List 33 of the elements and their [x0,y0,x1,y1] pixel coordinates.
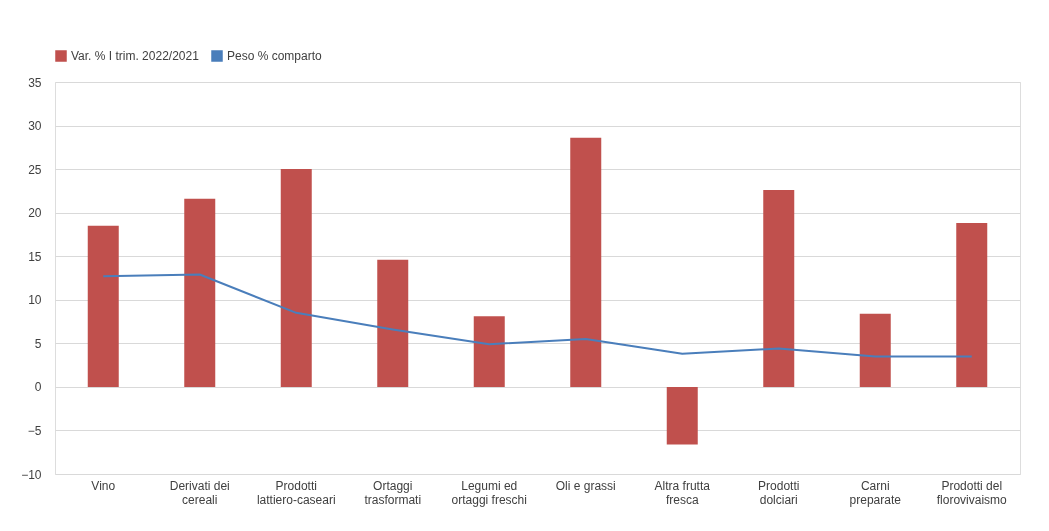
legend-label: Peso % comparto [227,49,323,63]
bar [377,259,409,387]
y-tick-label: 20 [28,206,42,221]
bar [859,313,891,387]
line-series [102,273,973,358]
bar [763,190,795,387]
x-tick-label: Carni preparate [849,478,902,507]
y-tick-label: 25 [28,162,42,177]
bar [280,169,312,387]
bar [570,137,602,387]
x-tick-label: Prodotti del florovivaismo [936,478,1008,507]
x-tick-label: Ortaggi trasformati [364,478,422,507]
bar [473,316,505,387]
x-tick-label: Prodotti dolciari [758,478,800,507]
legend-label: Var. % I trim. 2022/2021 [71,49,200,63]
y-tick-label: 30 [28,119,42,134]
x-tick-label: Oli e grassi [555,478,616,493]
bar [956,223,988,387]
y-tick-label: 35 [28,75,42,90]
y-tick-label: 0 [34,380,42,395]
x-tick-label: Prodotti lattiero-caseari [256,478,336,507]
y-tick-label: −5 [27,423,42,438]
y-tick-label: 15 [28,249,42,264]
x-tick-label: Altra frutta fresca [654,478,711,507]
bar [666,386,698,445]
y-tick-label: −10 [21,467,42,482]
x-tick-label: Legumi ed ortaggi freschi [451,478,527,507]
y-tick-label: 5 [34,336,42,351]
bar [184,198,216,387]
y-tick-label: 10 [28,293,42,308]
x-tick-label: Derivati dei cereali [169,478,230,507]
x-tick-label: Vino [91,478,116,493]
bar [87,225,119,387]
